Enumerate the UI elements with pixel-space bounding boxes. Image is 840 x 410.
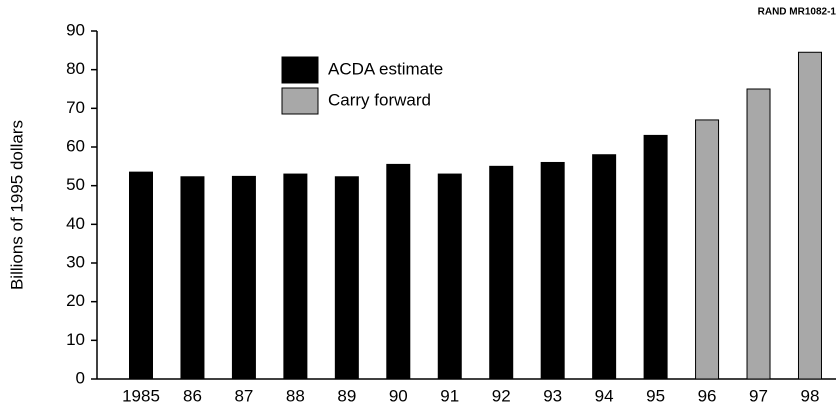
x-tick-label: 90 — [389, 386, 408, 405]
bar — [334, 176, 359, 380]
bar — [540, 161, 565, 380]
bar — [695, 119, 720, 380]
bar — [386, 163, 411, 380]
legend-label: ACDA estimate — [328, 59, 443, 78]
y-tick-label: 70 — [66, 98, 85, 117]
x-tick-label: 86 — [183, 386, 202, 405]
x-tick-label: 87 — [234, 386, 253, 405]
bar — [797, 51, 822, 380]
y-tick-label: 0 — [76, 368, 85, 387]
x-tick-label: 92 — [492, 386, 511, 405]
y-tick-label: 90 — [66, 20, 85, 39]
y-tick-label: 80 — [66, 59, 85, 78]
bar — [283, 173, 308, 380]
legend-swatch — [281, 56, 319, 84]
legend-swatch — [281, 87, 319, 115]
x-tick-label: 88 — [286, 386, 305, 405]
y-tick-label: 20 — [66, 291, 85, 310]
y-tick-label: 10 — [66, 330, 85, 349]
bar — [180, 176, 205, 380]
x-tick-label: 89 — [337, 386, 356, 405]
y-tick-label: 60 — [66, 136, 85, 155]
legend-label: Carry forward — [328, 90, 431, 109]
bar — [129, 171, 153, 380]
bar — [231, 175, 256, 380]
x-tick-label: 96 — [698, 386, 717, 405]
x-tick-label: 95 — [646, 386, 665, 405]
x-tick-label: 1985 — [122, 386, 160, 405]
y-tick-label: 50 — [66, 175, 85, 194]
x-tick-label: 98 — [801, 386, 820, 405]
bar — [746, 88, 771, 380]
bar — [643, 134, 668, 380]
x-tick-label: 93 — [543, 386, 562, 405]
bar — [592, 154, 617, 380]
y-tick-label: 40 — [66, 214, 85, 233]
bar — [489, 165, 514, 380]
bar — [437, 173, 462, 380]
x-tick-label: 91 — [440, 386, 459, 405]
x-tick-label: 97 — [749, 386, 768, 405]
y-tick-label: 30 — [66, 252, 85, 271]
y-axis-label: Billions of 1995 dollars — [7, 120, 26, 290]
source-note: RAND MR1082-1 — [758, 7, 837, 18]
x-tick-label: 94 — [595, 386, 614, 405]
